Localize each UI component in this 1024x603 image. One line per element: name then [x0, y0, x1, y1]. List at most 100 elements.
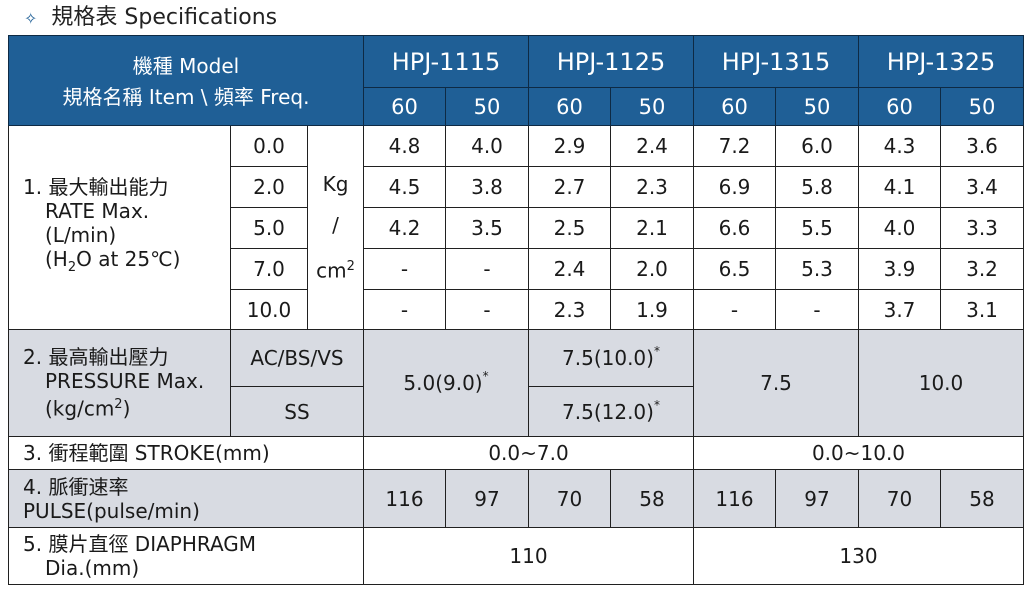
pulse-label-cell: 4. 脈衝速率 PULSE(pulse/min) [8, 469, 364, 528]
rate-value: 3.2 [940, 248, 1024, 290]
model-header-hpj-1325: HPJ-1325 [858, 35, 1024, 88]
freq-header: 50 [445, 87, 529, 126]
model-label: 機種 Model [132, 53, 240, 78]
diaphragm-label-line1: 5. 膜片直徑 DIAPHRAGM [23, 532, 257, 556]
diamond-bullet-icon: ✧ [24, 9, 38, 28]
rate-value: 4.2 [363, 207, 446, 249]
stroke-label: 3. 衝程範圍 STROKE(mm) [8, 436, 364, 470]
rate-value: - [445, 248, 529, 290]
rate-value: 2.5 [528, 207, 611, 249]
pulse-value: 70 [858, 469, 941, 528]
section-title-text: 規格表 Specifications [51, 5, 278, 30]
pump-type-ss: SS [230, 386, 364, 437]
pressure-hpj-1125-ac: 7.5(10.0)* [528, 329, 694, 387]
pressure-setting: 10.0 [230, 289, 308, 330]
rate-value: 1.9 [610, 289, 694, 330]
pressure-label-zh: 2. 最高輸出壓力 [23, 345, 169, 370]
freq-header: 60 [858, 87, 941, 126]
freq-header: 60 [528, 87, 611, 126]
rate-label-condition: (H2O at 25℃) [45, 247, 181, 275]
diaphragm-hpj-11xx: 110 [363, 527, 694, 585]
rate-value: - [363, 289, 446, 330]
freq-header: 60 [693, 87, 776, 126]
rate-label-en: RATE Max. [45, 199, 150, 223]
rate-value: 3.1 [940, 289, 1024, 330]
pulse-value: 97 [445, 469, 529, 528]
rate-value: 6.9 [693, 166, 776, 208]
rate-value: 5.8 [775, 166, 859, 208]
rate-value: 4.8 [363, 125, 446, 167]
rate-value: 3.4 [940, 166, 1024, 208]
rate-value: 3.3 [940, 207, 1024, 249]
pressure-label-en: PRESSURE Max. [45, 369, 205, 394]
rate-value: 4.1 [858, 166, 941, 208]
rate-value: 2.4 [610, 125, 694, 167]
rate-value: 2.7 [528, 166, 611, 208]
pulse-value: 97 [775, 469, 859, 528]
rate-value: - [693, 289, 776, 330]
rate-value: 3.7 [858, 289, 941, 330]
freq-header: 50 [940, 87, 1024, 126]
rate-value: 3.8 [445, 166, 529, 208]
rate-value: 6.0 [775, 125, 859, 167]
diaphragm-label-line2: Dia.(mm) [45, 556, 140, 580]
diaphragm-label-cell: 5. 膜片直徑 DIAPHRAGM Dia.(mm) [8, 527, 364, 585]
rate-value: 2.9 [528, 125, 611, 167]
item-freq-label: 規格名稱 Item \ 頻率 Freq. [62, 84, 310, 109]
pressure-hpj-1315: 7.5 [693, 329, 859, 437]
stroke-range-hpj-13xx: 0.0~10.0 [693, 436, 1024, 470]
pressure-hpj-1115: 5.0(9.0)* [363, 329, 529, 437]
stroke-range-hpj-11xx: 0.0~7.0 [363, 436, 694, 470]
rate-label-cell: 1. 最大輸出能力 RATE Max. (L/min) (H2O at 25℃) [8, 125, 231, 330]
rate-value: 2.0 [610, 248, 694, 290]
rate-value: 2.3 [528, 289, 611, 330]
pump-type-ac-bs-vs: AC/BS/VS [230, 329, 364, 387]
rate-unit-cell: Kg / cm2 [307, 125, 364, 330]
rate-value: - [363, 248, 446, 290]
rate-label-unit: (L/min) [45, 223, 117, 247]
rate-value: 5.3 [775, 248, 859, 290]
pulse-value: 70 [528, 469, 611, 528]
rate-value: 3.5 [445, 207, 529, 249]
rate-value: 2.4 [528, 248, 611, 290]
rate-value: 7.2 [693, 125, 776, 167]
freq-header: 60 [363, 87, 446, 126]
pulse-value: 58 [610, 469, 694, 528]
unit-slash: / [332, 212, 339, 237]
pulse-label-zh: 4. 脈衝速率 [23, 474, 129, 499]
rate-value: 4.5 [363, 166, 446, 208]
rate-value: 4.0 [858, 207, 941, 249]
pulse-label-en: PULSE(pulse/min) [23, 498, 200, 523]
pressure-label-unit: (kg/cm2) [45, 396, 131, 421]
unit-cm2: cm2 [316, 258, 355, 283]
rate-value: - [445, 289, 529, 330]
pressure-setting: 0.0 [230, 125, 308, 167]
rate-value: 2.3 [610, 166, 694, 208]
pulse-value: 58 [940, 469, 1024, 528]
rate-value: 4.3 [858, 125, 941, 167]
specifications-table: 機種 Model 規格名稱 Item \ 頻率 Freq. HPJ-1115 H… [8, 35, 1024, 585]
pulse-value: 116 [363, 469, 446, 528]
pressure-setting: 2.0 [230, 166, 308, 208]
pulse-value: 116 [693, 469, 776, 528]
unit-kg: Kg [322, 171, 349, 196]
rate-value: 4.0 [445, 125, 529, 167]
diaphragm-hpj-13xx: 130 [693, 527, 1024, 585]
header-model-item-cell: 機種 Model 規格名稱 Item \ 頻率 Freq. [8, 35, 364, 126]
pressure-setting: 5.0 [230, 207, 308, 249]
rate-value: 3.9 [858, 248, 941, 290]
rate-value: 6.5 [693, 248, 776, 290]
model-header-hpj-1115: HPJ-1115 [363, 35, 529, 88]
pressure-hpj-1125-ss: 7.5(12.0)* [528, 386, 694, 437]
rate-value: - [775, 289, 859, 330]
rate-value: 2.1 [610, 207, 694, 249]
rate-value: 6.6 [693, 207, 776, 249]
freq-header: 50 [775, 87, 859, 126]
pressure-setting: 7.0 [230, 248, 308, 290]
model-header-hpj-1125: HPJ-1125 [528, 35, 694, 88]
pressure-hpj-1325: 10.0 [858, 329, 1024, 437]
freq-header: 50 [610, 87, 694, 126]
section-title: ✧ 規格表 Specifications [24, 2, 277, 34]
rate-value: 3.6 [940, 125, 1024, 167]
pressure-label-cell: 2. 最高輸出壓力 PRESSURE Max. (kg/cm2) [8, 329, 231, 437]
